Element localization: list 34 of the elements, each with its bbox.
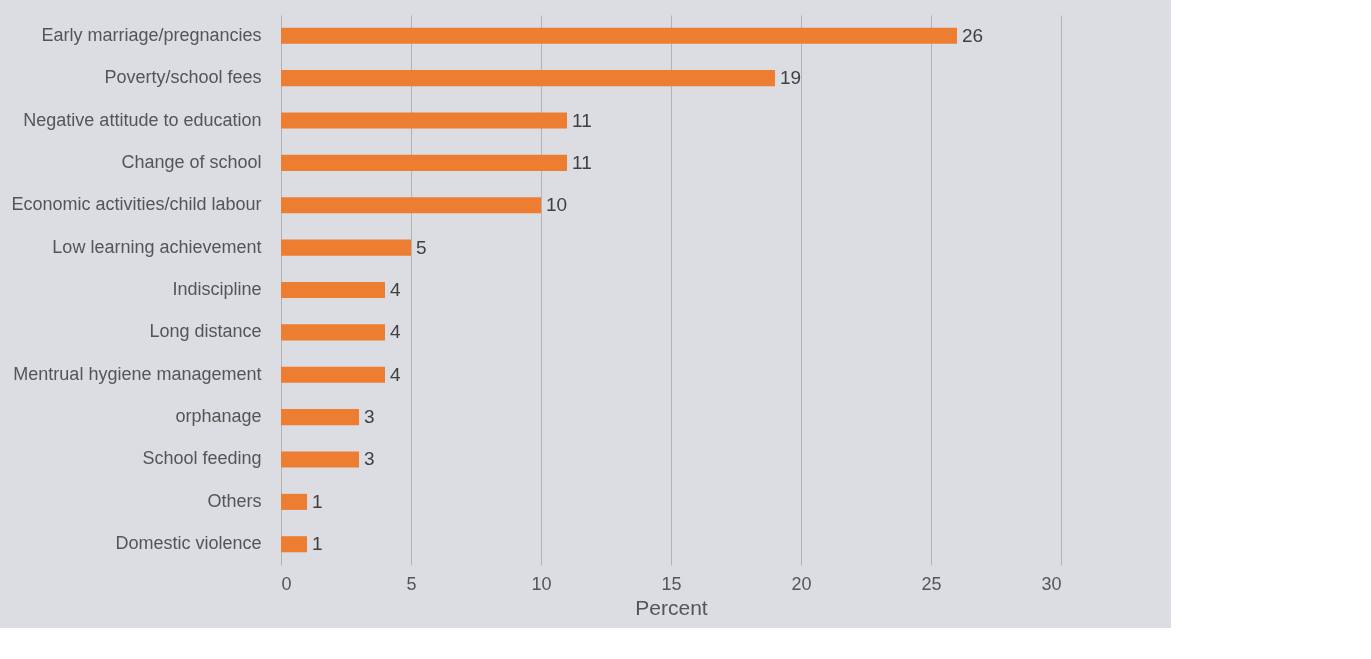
data-label: 3 xyxy=(364,448,375,470)
y-tick-label: Low learning achievement xyxy=(52,236,262,257)
data-label: 4 xyxy=(390,321,401,343)
data-label: 1 xyxy=(312,533,323,555)
data-label: 11 xyxy=(572,151,592,173)
y-tick-label: Mentrual hygiene management xyxy=(13,363,262,384)
data-label: 3 xyxy=(364,406,375,428)
x-tick-label: 15 xyxy=(661,573,682,594)
y-tick-label: Early marriage/pregnancies xyxy=(41,24,262,45)
y-tick-label: Domestic violence xyxy=(115,533,262,554)
y-tick-label: School feeding xyxy=(142,448,262,469)
data-label: 11 xyxy=(572,109,592,131)
x-tick-label: 5 xyxy=(406,573,417,594)
x-tick-label: 25 xyxy=(921,573,942,594)
y-tick-label: Long distance xyxy=(149,321,262,342)
data-label: 19 xyxy=(780,67,802,89)
x-tick-label: 20 xyxy=(791,573,812,594)
y-tick-label: Indiscipline xyxy=(172,279,262,299)
y-tick-label: Economic activities/child labour xyxy=(11,194,262,215)
y-tick-label: orphanage xyxy=(175,406,262,427)
data-label: 4 xyxy=(390,363,401,385)
data-label: 26 xyxy=(962,24,984,46)
data-label: 5 xyxy=(416,236,427,258)
y-tick-label: Change of school xyxy=(121,151,262,172)
data-label: 4 xyxy=(390,279,401,300)
x-tick-label: 0 xyxy=(281,573,292,594)
x-axis-title: Percent xyxy=(635,595,708,619)
x-tick-label: 30 xyxy=(1041,573,1062,594)
data-label: 10 xyxy=(546,194,568,216)
y-tick-label: Negative attitude to education xyxy=(23,109,262,130)
x-tick-label: 10 xyxy=(531,573,552,594)
y-tick-label: Poverty/school fees xyxy=(104,67,262,88)
y-tick-label: Others xyxy=(207,490,262,511)
data-label: 1 xyxy=(312,490,323,512)
